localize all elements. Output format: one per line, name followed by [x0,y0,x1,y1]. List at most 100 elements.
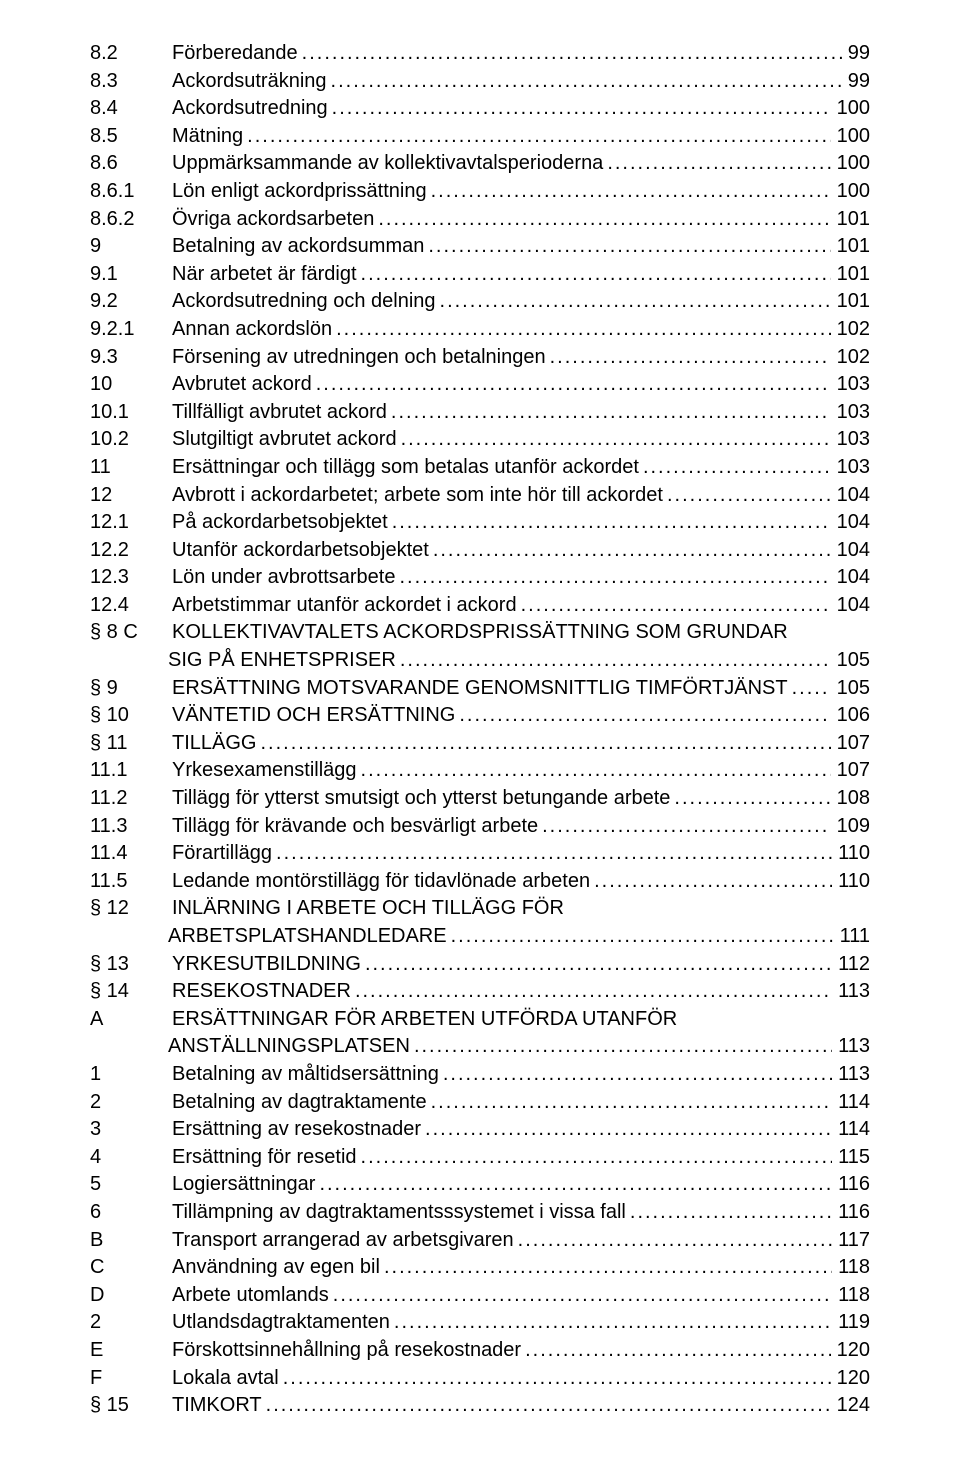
toc-page-number: 119 [836,1309,870,1337]
toc-title: Utlandsdagtraktamenten [172,1309,390,1337]
toc-entry: EFörskottsinnehållning på resekostnader1… [90,1337,870,1365]
toc-page-number: 107 [835,730,870,758]
toc-number: 11.5 [90,868,172,896]
toc-title: Förberedande [172,40,298,68]
toc-entry: 11Ersättningar och tillägg som betalas u… [90,454,870,482]
toc-leader-dots [247,123,830,151]
toc-title: Lön enligt ackordprissättning [172,178,427,206]
toc-number: 9.2.1 [90,316,172,344]
toc-number: 11.2 [90,785,172,813]
toc-entry: 9.3Försening av utredningen och betalnin… [90,344,870,372]
toc-page-number: 100 [835,123,870,151]
toc-list: 8.2Förberedande998.3Ackordsuträkning998.… [90,40,870,1420]
toc-number: § 8 C [90,619,172,647]
toc-title: KOLLEKTIVAVTALETS ACKORDSPRISSÄTTNING SO… [172,619,788,647]
toc-number: § 12 [90,895,172,923]
toc-title: Slutgiltigt avbrutet ackord [172,426,397,454]
toc-leader-dots [431,178,831,206]
toc-leader-dots [607,150,830,178]
toc-page-number: 117 [836,1227,870,1255]
toc-leader-dots [542,813,831,841]
toc-entry: FLokala avtal120 [90,1365,870,1393]
toc-title: VÄNTETID OCH ERSÄTTNING [172,702,455,730]
toc-page-number: 100 [835,95,870,123]
toc-entry: 8.2Förberedande99 [90,40,870,68]
toc-title: RESEKOSTNADER [172,978,351,1006]
toc-title-cont: ARBETSPLATSHANDLEDARE [168,923,447,951]
toc-entry: 2Utlandsdagtraktamenten119 [90,1309,870,1337]
toc-title: Utanför ackordarbetsobjektet [172,537,429,565]
toc-number: 12 [90,482,172,510]
toc-title: När arbetet är färdigt [172,261,357,289]
toc-number: 6 [90,1199,172,1227]
toc-entry: 10.1Tillfälligt avbrutet ackord103 [90,399,870,427]
toc-page-number: 114 [836,1089,870,1117]
toc-number: 10.2 [90,426,172,454]
toc-leader-dots [440,288,831,316]
toc-page-number: 113 [836,1061,870,1089]
toc-title: Ledande montörstillägg för tidavlönade a… [172,868,590,896]
toc-number: 3 [90,1116,172,1144]
toc-page-number: 120 [835,1337,870,1365]
toc-page-number: 104 [835,564,870,592]
toc-entry: 8.4Ackordsutredning100 [90,95,870,123]
toc-entry: 12.4Arbetstimmar utanför ackordet i acko… [90,592,870,620]
toc-leader-dots [283,1365,831,1393]
toc-number: 9.2 [90,288,172,316]
toc-title: På ackordarbetsobjektet [172,509,388,537]
toc-entry: § 11TILLÄGG107 [90,730,870,758]
toc-number: F [90,1365,172,1393]
toc-number: § 13 [90,951,172,979]
toc-entry: 12.1På ackordarbetsobjektet104 [90,509,870,537]
toc-number: § 9 [90,675,172,703]
toc-leader-dots [459,702,830,730]
toc-leader-dots [361,261,831,289]
toc-number: 9.3 [90,344,172,372]
toc-leader-dots [400,564,831,592]
toc-leader-dots [431,1089,833,1117]
toc-entry: 12.3Lön under avbrottsarbete104 [90,564,870,592]
toc-page-number: 106 [835,702,870,730]
toc-title: Användning av egen bil [172,1254,380,1282]
toc-leader-dots [401,426,831,454]
toc-title: Förartillägg [172,840,272,868]
toc-title: Försening av utredningen och betalningen [172,344,546,372]
toc-entry: 10.2Slutgiltigt avbrutet ackord103 [90,426,870,454]
toc-page-number: 103 [835,371,870,399]
toc-title: Yrkesexamenstillägg [172,757,357,785]
toc-number: 1 [90,1061,172,1089]
toc-number: 8.2 [90,40,172,68]
toc-leader-dots [443,1061,832,1089]
toc-number: E [90,1337,172,1365]
toc-leader-dots [643,454,831,482]
toc-entry: § 8 CKOLLEKTIVAVTALETS ACKORDSPRISSÄTTNI… [90,619,870,647]
toc-page-number: 100 [835,150,870,178]
toc-leader-dots [391,399,831,427]
toc-number: 8.3 [90,68,172,96]
toc-leader-dots [260,730,830,758]
toc-entry: 9.2.1Annan ackordslön102 [90,316,870,344]
toc-title: INLÄRNING I ARBETE OCH TILLÄGG FÖR [172,895,564,923]
toc-entry: 3Ersättning av resekostnader114 [90,1116,870,1144]
toc-title: TILLÄGG [172,730,256,758]
toc-page-number: 118 [836,1254,870,1282]
toc-page-number: 100 [835,178,870,206]
toc-number: 9.1 [90,261,172,289]
toc-title: Tillfälligt avbrutet ackord [172,399,387,427]
toc-entry: BTransport arrangerad av arbetsgivaren11… [90,1227,870,1255]
toc-title: Ackordsutredning [172,95,328,123]
toc-entry: 9.2Ackordsutredning och delning101 [90,288,870,316]
toc-leader-dots [518,1227,832,1255]
toc-leader-dots [451,923,834,951]
toc-page-number: 101 [835,288,870,316]
toc-leader-dots [414,1033,832,1061]
toc-page-number: 116 [836,1199,870,1227]
toc-title: Ersättning av resekostnader [172,1116,421,1144]
toc-leader-dots [630,1199,832,1227]
toc-title: Avbrott i ackordarbetet; arbete som inte… [172,482,663,510]
toc-title: Arbete utomlands [172,1282,329,1310]
toc-page-number: 101 [835,206,870,234]
toc-page-number: 109 [835,813,870,841]
toc-entry: 9.1När arbetet är färdigt101 [90,261,870,289]
toc-entry-continuation: ANSTÄLLNINGSPLATSEN113 [90,1033,870,1061]
